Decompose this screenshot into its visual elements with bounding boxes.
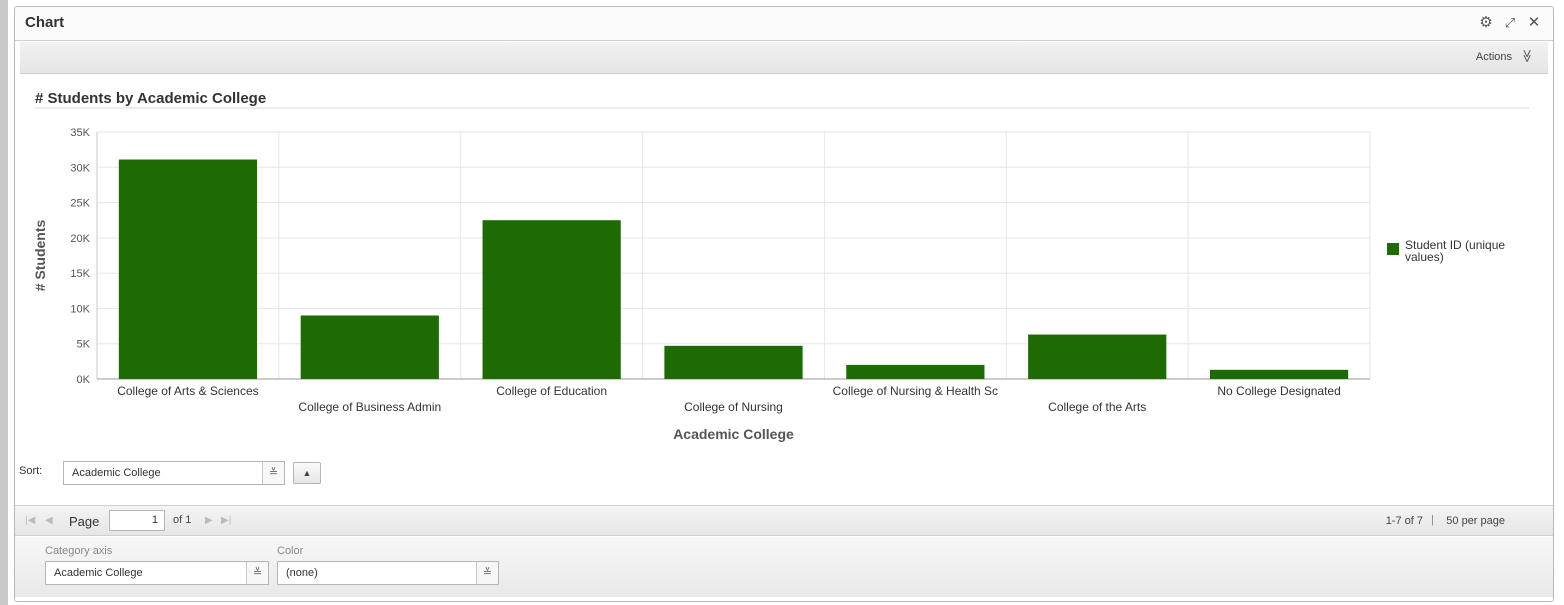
- bar: [118, 159, 258, 379]
- sort-direction-button[interactable]: ▲: [293, 462, 321, 484]
- y-tick-label: 20K: [70, 233, 90, 245]
- panel-titlebar: Chart ⚙ ⤢ ✕: [15, 7, 1553, 41]
- page-total: of 1: [173, 514, 192, 526]
- close-icon[interactable]: ✕: [1527, 14, 1541, 31]
- chart-title: # Students by Academic College: [35, 90, 266, 107]
- pagination-bar: |◀ ◀ Page 1 of 1 ▶ ▶| 1-7 of 7 | 50 per …: [15, 505, 1553, 536]
- per-page-selector[interactable]: 50 per page: [1446, 515, 1505, 527]
- bar: [1209, 369, 1349, 379]
- panel-title: Chart: [25, 14, 65, 31]
- prev-page-icon[interactable]: ◀: [45, 515, 53, 526]
- x-tick-label: College of Nursing & Health Sc: [833, 384, 998, 398]
- category-axis-select[interactable]: Academic College ≚: [45, 561, 269, 585]
- legend-label: Student ID (unique: [1405, 238, 1505, 252]
- color-select-value: (none): [286, 567, 318, 579]
- y-tick-label: 35K: [70, 127, 90, 139]
- first-page-icon[interactable]: |◀: [25, 515, 36, 526]
- bar: [664, 345, 803, 379]
- sort-select-value: Academic College: [72, 467, 161, 479]
- y-tick-label: 15K: [70, 268, 90, 280]
- last-page-icon[interactable]: ▶|: [221, 515, 232, 526]
- bar: [1028, 334, 1167, 379]
- next-page-icon[interactable]: ▶: [205, 515, 213, 526]
- y-tick-label: 25K: [70, 198, 90, 210]
- actions-menu-button[interactable]: Actions: [1475, 51, 1512, 63]
- x-tick-label: No College Designated: [1217, 384, 1340, 398]
- sort-label: Sort:: [19, 465, 43, 477]
- color-select[interactable]: (none) ≚: [277, 561, 499, 585]
- expand-icon[interactable]: ⤢: [1504, 15, 1516, 30]
- gear-icon[interactable]: ⚙: [1479, 14, 1493, 31]
- bar-chart: # Students by Academic College 0K 5K 10K 15K…: [32, 90, 1529, 442]
- x-tick-label: College of Nursing: [684, 400, 783, 414]
- y-tick-label: 10K: [70, 303, 90, 315]
- chevron-down-icon: ≚: [246, 562, 268, 584]
- record-range: 1-7 of 7: [1385, 515, 1423, 527]
- chevron-down-icon: ≚: [476, 562, 498, 584]
- x-axis-title: Academic College: [673, 426, 794, 442]
- bar: [846, 364, 985, 379]
- bar: [482, 220, 621, 379]
- page-label: Page: [69, 514, 100, 529]
- x-tick-label: College of Business Admin: [298, 400, 441, 414]
- sort-select[interactable]: Academic College ≚: [63, 461, 285, 485]
- color-label: Color: [277, 545, 304, 557]
- chart-panel: Chart ⚙ ⤢ ✕ Actions ≫ # Students by Acad…: [14, 6, 1554, 602]
- bar: [300, 315, 439, 379]
- x-tick-label: College of the Arts: [1048, 400, 1146, 414]
- x-tick-label: College of Arts & Sciences: [117, 384, 258, 398]
- window-edge: [0, 0, 8, 605]
- chart-config-bar: Category axis Academic College ≚ Color (…: [15, 537, 1553, 597]
- y-tick-label: 0K: [77, 374, 91, 386]
- legend-label-cont: values): [1405, 250, 1444, 264]
- actions-bar: Actions ≫: [20, 42, 1548, 74]
- y-tick-label: 5K: [77, 339, 91, 351]
- pager-separator: |: [1431, 514, 1434, 526]
- category-axis-label: Category axis: [45, 545, 113, 557]
- y-tick-label: 30K: [70, 162, 90, 174]
- chevron-down-icon: ≚: [262, 462, 284, 484]
- y-axis-title: # Students: [32, 220, 48, 292]
- page-number-input[interactable]: 1: [109, 510, 165, 531]
- x-tick-label: College of Education: [496, 384, 607, 398]
- legend-swatch: [1387, 243, 1399, 255]
- category-axis-value: Academic College: [54, 567, 143, 579]
